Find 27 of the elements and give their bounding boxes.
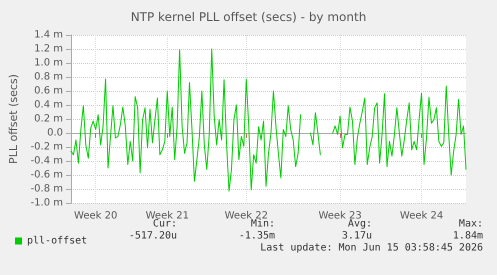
legend-label: pll-offset: [27, 236, 88, 246]
y-tick-label: -0.6 m: [30, 170, 63, 180]
x-tick-label: Week 20: [74, 210, 118, 222]
text: -1.35m: [238, 230, 275, 242]
y-tick-label: -1.0 m: [30, 198, 63, 208]
y-tick-label: 0.4 m: [34, 100, 63, 110]
y-tick-label: 0.8 m: [34, 72, 63, 82]
y-tick-label: 0.6 m: [34, 86, 63, 96]
text: Cur:: [152, 218, 178, 230]
y-tick-label: -0.4 m: [30, 156, 63, 166]
text: 3.17u: [342, 230, 372, 242]
y-tick-label: 1.4 m: [34, 30, 63, 40]
y-axis-title: PLL offset (secs): [7, 74, 20, 164]
text: -517.20u: [128, 230, 178, 242]
text: Last update: Mon Jun 15 03:58:45 2026: [260, 242, 484, 254]
text: Min:: [250, 218, 276, 230]
y-tick-label: 1.0 m: [34, 58, 63, 68]
y-tick-label: 0.0: [47, 128, 63, 138]
x-tick-label: Week 24: [400, 210, 444, 222]
y-tick-label: 1.2 m: [34, 44, 63, 54]
chart-title: NTP kernel PLL offset (secs) - by month: [130, 10, 366, 24]
y-tick-label: -0.8 m: [30, 184, 63, 194]
text: Avg:: [348, 218, 372, 230]
y-tick-label: 0.2 m: [34, 114, 63, 124]
text: Max:: [458, 218, 484, 230]
y-tick-label: -0.2 m: [30, 142, 63, 152]
text: 1.84m: [452, 230, 484, 242]
